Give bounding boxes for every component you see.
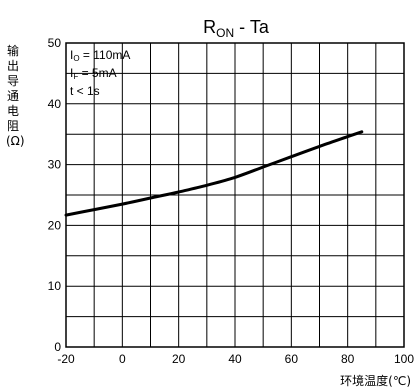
plot-frame — [65, 42, 405, 348]
grid — [66, 43, 404, 347]
x-tick-label: 80 — [341, 352, 355, 366]
x-tick-label: 40 — [228, 352, 242, 366]
legend: IO = 110mA IF = 5mA t < 1s — [70, 48, 130, 98]
y-tick-label: 10 — [48, 279, 62, 293]
y-tick-label: 50 — [48, 36, 62, 50]
y-ticks: 0 10 20 30 40 50 — [48, 36, 62, 354]
legend-entry-time: t < 1s — [70, 84, 100, 98]
y-tick-label: 30 — [48, 158, 62, 172]
x-tick-label: -20 — [57, 352, 75, 366]
series-line — [64, 130, 364, 217]
x-tick-label: 100 — [394, 352, 414, 366]
y-tick-label: 20 — [48, 218, 62, 232]
chart-title: RON - Ta — [203, 17, 270, 40]
x-axis-label: 环境温度(℃) — [340, 374, 411, 388]
y-tick-label: 40 — [48, 97, 62, 111]
legend-entry-input-current: IF = 5mA — [70, 66, 117, 81]
y-axis-label: 输出导通电阻(Ω) — [6, 44, 25, 148]
legend-entry-output-current: IO = 110mA — [70, 48, 131, 63]
x-tick-label: 0 — [119, 352, 126, 366]
x-ticks: -20 0 20 40 60 80 100 — [57, 352, 414, 366]
series-points — [66, 132, 362, 215]
x-tick-label: 60 — [285, 352, 299, 366]
x-tick-label: 20 — [172, 352, 186, 366]
y-tick-label: 0 — [54, 340, 61, 354]
